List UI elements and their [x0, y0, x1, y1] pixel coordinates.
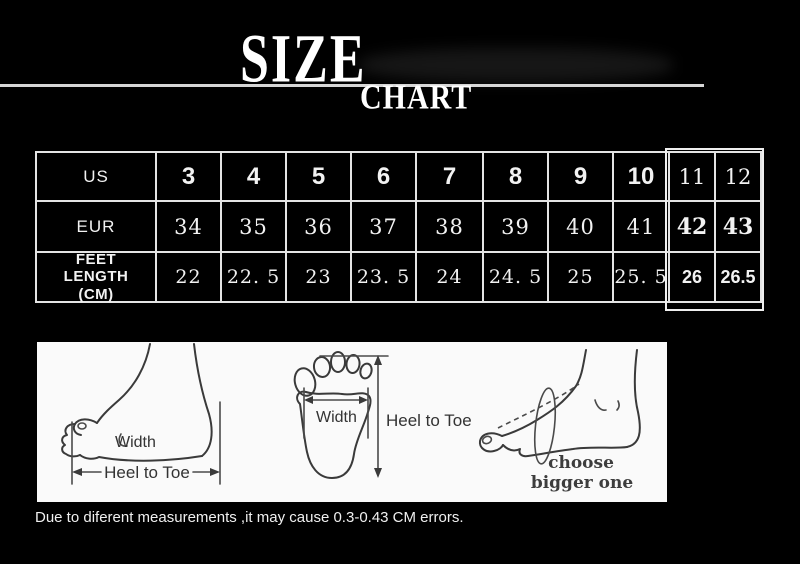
measurement-error-note: Due to diferent measurements ,it may cau… [35, 509, 464, 526]
feet-length-cell: 23 [287, 253, 350, 301]
us-size-cell: 7 [417, 153, 482, 200]
us-size-cell: 5 [287, 153, 350, 200]
us-size-cell: 3 [157, 153, 220, 200]
feet-length-cell: 24. 5 [484, 253, 547, 301]
feet-length-cell: 25. 5 [614, 253, 668, 301]
feet-length-cell: 23. 5 [352, 253, 415, 301]
foot-side-view-diagram: Width Heel to Toe [61, 343, 221, 485]
foot-girth-diagram: choose bigger one [478, 349, 641, 493]
row-label-us: US [37, 153, 155, 200]
us-size-cell: 12 [716, 153, 760, 200]
eur-size-cell: 40 [549, 202, 612, 251]
eur-size-cell: 39 [484, 202, 547, 251]
size-table: US 3 4 5 6 7 8 9 10 11 12 EUR 34 35 36 3… [35, 151, 762, 303]
measurement-panel: Width Heel to Toe Width Heel to Toe [37, 342, 667, 502]
title-ghost-smudge [358, 48, 673, 82]
eur-size-cell: 37 [352, 202, 415, 251]
choose-bigger-tip-line1: choose [548, 453, 614, 473]
eur-size-cell: 35 [222, 202, 285, 251]
heel-to-toe-label: Heel to Toe [386, 411, 472, 430]
eur-size-cell: 43 [716, 202, 760, 251]
us-size-cell: 6 [352, 153, 415, 200]
feet-length-cell: 22 [157, 253, 220, 301]
eur-size-cell: 34 [157, 202, 220, 251]
page-title: SIZE [240, 22, 367, 98]
row-label-feet-length: FEET LENGTH (CM) [37, 251, 155, 303]
us-size-cell: 4 [222, 153, 285, 200]
us-size-cell: 11 [670, 153, 714, 200]
feet-length-cell: 26 [670, 253, 714, 301]
choose-bigger-tip-line2: bigger one [531, 473, 634, 493]
feet-length-cell: 24 [417, 253, 482, 301]
heel-to-toe-label: Heel to Toe [104, 463, 190, 482]
eur-size-cell: 42 [670, 202, 714, 251]
title-underline [0, 84, 704, 87]
feet-length-cell: 26.5 [716, 253, 760, 301]
feet-length-cell: 22. 5 [222, 253, 285, 301]
eur-size-cell: 38 [417, 202, 482, 251]
width-label: Width [316, 409, 357, 426]
page-subtitle: CHART [360, 78, 473, 117]
us-size-cell: 10 [614, 153, 668, 200]
width-label: Width [115, 434, 156, 451]
feet-length-label-text: FEET LENGTH (CM) [63, 251, 129, 303]
us-size-cell: 8 [484, 153, 547, 200]
us-size-cell: 9 [549, 153, 612, 200]
eur-size-cell: 36 [287, 202, 350, 251]
feet-length-cell: 25 [549, 253, 612, 301]
eur-size-cell: 41 [614, 202, 668, 251]
row-label-eur: EUR [37, 202, 155, 251]
foot-sole-diagram: Width Heel to Toe [293, 351, 472, 479]
